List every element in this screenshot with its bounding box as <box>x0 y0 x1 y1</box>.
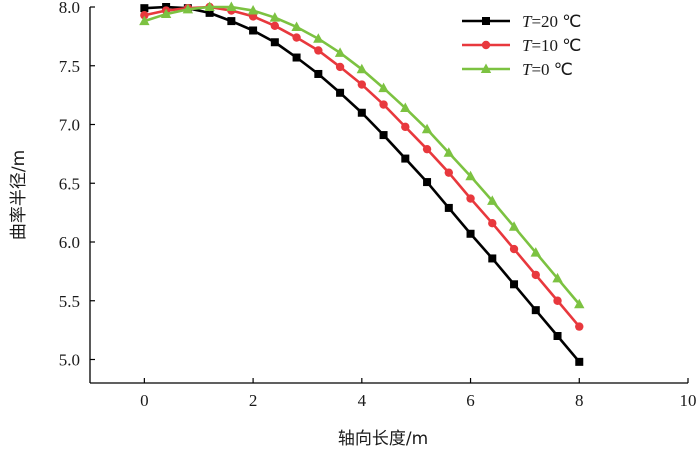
legend-item-0: T=20 ℃ <box>462 12 581 31</box>
data-point <box>357 80 367 89</box>
legend-label: T=10 ℃ <box>522 36 581 55</box>
y-tick-label: 7.5 <box>59 57 80 76</box>
x-tick-label: 2 <box>249 391 258 410</box>
data-point <box>292 33 301 42</box>
y-tick-label: 5.0 <box>59 351 80 370</box>
legend: T=20 ℃ T=10 ℃ T=0 ℃ <box>462 12 581 79</box>
data-point <box>552 272 563 283</box>
data-point <box>336 88 345 97</box>
data-point <box>269 12 281 22</box>
data-point <box>270 38 279 47</box>
x-axis-title: 轴向长度/m <box>338 429 428 449</box>
series-line <box>144 5 581 363</box>
data-point <box>531 306 540 315</box>
data-point <box>444 168 453 177</box>
data-point <box>487 195 498 205</box>
y-axis-title: 曲率半径/m <box>9 150 29 240</box>
series-2 <box>139 1 585 309</box>
y-tick-label: 5.5 <box>59 292 80 311</box>
data-point <box>205 8 214 17</box>
data-point <box>182 3 194 14</box>
data-point <box>423 178 432 187</box>
series-line <box>143 5 581 306</box>
series-0 <box>140 3 584 366</box>
data-point <box>531 270 540 280</box>
data-point <box>510 280 519 289</box>
data-point <box>249 26 258 35</box>
data-point <box>401 122 410 132</box>
data-point <box>379 100 388 109</box>
y-tick-label: 6.5 <box>59 174 80 193</box>
y-tick-label: 6.0 <box>59 233 80 252</box>
data-point <box>357 108 366 117</box>
legend-label: T=20 ℃ <box>522 12 581 31</box>
data-point <box>400 102 411 113</box>
data-point <box>466 194 475 203</box>
data-point <box>227 17 236 26</box>
data-point <box>379 131 388 140</box>
legend-marker <box>481 40 491 50</box>
data-point <box>488 219 497 228</box>
legend-marker <box>480 63 492 73</box>
data-point <box>291 21 302 31</box>
x-tick-label: 10 <box>680 391 697 410</box>
data-point <box>509 244 519 254</box>
legend-marker <box>482 17 490 25</box>
axes: 0 2 4 6 8 10 5.0 5.5 6.0 6.5 7.0 7.5 8.0 轴向长度/m 曲率半径/m <box>9 0 697 449</box>
data-point <box>140 4 149 13</box>
data-point <box>378 82 389 93</box>
data-point <box>530 247 541 257</box>
legend-item-2: T=0 ℃ <box>462 60 573 79</box>
data-point <box>140 11 149 20</box>
data-point <box>247 5 259 15</box>
data-point <box>575 357 584 366</box>
data-point <box>356 63 368 74</box>
data-point <box>488 254 497 263</box>
data-point <box>574 298 585 309</box>
data-point <box>270 21 280 30</box>
data-point <box>226 1 237 11</box>
x-tick-label: 0 <box>140 391 149 410</box>
data-point <box>553 332 562 340</box>
series-line <box>144 5 581 328</box>
data-point <box>422 144 432 154</box>
y-tick-label: 7.0 <box>59 116 80 135</box>
data-point <box>334 47 346 57</box>
data-point <box>204 1 215 11</box>
data-point <box>443 147 454 157</box>
data-point <box>314 46 323 55</box>
data-point <box>575 322 584 331</box>
legend-label: T=0 ℃ <box>522 60 573 79</box>
legend-item-1: T=10 ℃ <box>462 36 581 55</box>
data-point <box>421 123 433 134</box>
data-point <box>160 8 172 19</box>
data-point <box>508 221 520 231</box>
data-point <box>313 33 324 43</box>
data-point <box>444 203 453 212</box>
data-point <box>401 154 410 163</box>
y-tick-label: 8.0 <box>59 0 80 17</box>
data-point <box>314 69 323 78</box>
data-point <box>292 53 301 62</box>
data-point <box>466 229 475 238</box>
x-tick-label: 6 <box>466 391 475 410</box>
data-point <box>335 62 345 72</box>
x-tick-label: 8 <box>575 391 584 410</box>
data-point <box>465 170 476 181</box>
series-layer <box>139 1 585 366</box>
data-point <box>139 15 150 26</box>
x-tick-label: 4 <box>358 391 367 410</box>
data-point <box>553 296 562 305</box>
